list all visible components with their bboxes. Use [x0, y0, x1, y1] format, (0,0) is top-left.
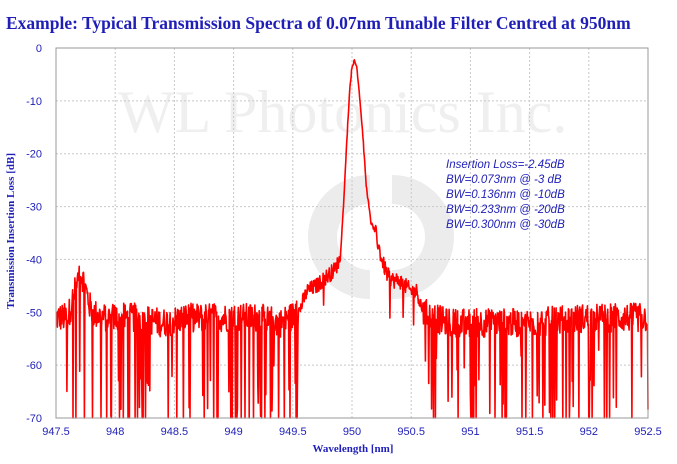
x-axis-label: Wavelength [nm]	[313, 443, 394, 455]
x-tick-label: 950.5	[397, 426, 425, 438]
y-tick-label: -50	[26, 307, 42, 319]
y-tick-label: -20	[26, 149, 42, 161]
y-tick-label: 0	[36, 43, 42, 55]
annotation-line: BW=0.073nm @ -3 dB	[446, 174, 562, 186]
y-tick-label: -10	[26, 96, 42, 108]
x-tick-label: 950	[343, 426, 361, 438]
annotation-line: Insertion Loss=-2.45dB	[446, 159, 565, 171]
y-tick-label: -70	[26, 413, 42, 425]
watermark-logo: WL Photonics Inc.	[118, 79, 567, 300]
x-tick-label: 949	[224, 426, 242, 438]
x-tick-label: 948	[106, 426, 124, 438]
chart-title: Example: Typical Transmission Spectra of…	[6, 13, 631, 33]
x-tick-label: 951	[461, 426, 479, 438]
y-tick-label: -30	[26, 202, 42, 214]
watermark-logo-arc-left	[307, 174, 370, 300]
y-axis-ticks: 0 -10 -20 -30 -40 -50 -60 -70	[26, 43, 42, 425]
watermark-text: WL Photonics Inc.	[118, 79, 567, 145]
x-tick-label: 947.5	[42, 426, 70, 438]
x-axis-ticks: 947.5 948 948.5 949 949.5 950 950.5 951 951.5 952…	[42, 426, 662, 438]
x-tick-label: 949.5	[279, 426, 307, 438]
plot-frame	[55, 47, 649, 419]
y-tick-label: -60	[26, 360, 42, 372]
annotation-box: Insertion Loss=-2.45dB BW=0.073nm @ -3 dB…	[446, 159, 565, 231]
y-axis-label: Transmission Insertion Loss [dB]	[5, 153, 17, 309]
x-tick-label: 952	[580, 426, 598, 438]
transmission-series-line	[55, 58, 649, 419]
x-tick-label: 951.5	[516, 426, 544, 438]
x-tick-label: 952.5	[634, 426, 662, 438]
series-layer	[55, 58, 649, 419]
watermark-logo-arc-right	[392, 174, 455, 300]
x-tick-label: 948.5	[161, 426, 189, 438]
annotation-line: BW=0.300nm @ -30dB	[446, 219, 565, 231]
annotation-line: BW=0.136nm @ -10dB	[446, 189, 565, 201]
annotation-line: BW=0.233nm @ -20dB	[446, 204, 565, 216]
y-tick-label: -40	[26, 254, 42, 266]
